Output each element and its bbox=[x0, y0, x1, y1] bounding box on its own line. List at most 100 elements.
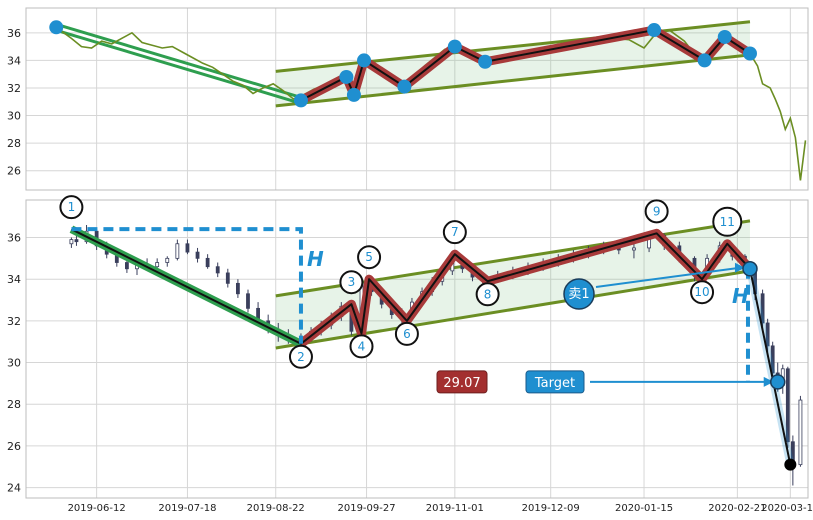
wave-label: 9 bbox=[653, 204, 661, 218]
x-tick-label: 2019-09-27 bbox=[337, 503, 395, 514]
wave-label-circle bbox=[442, 220, 467, 245]
wave-label-circle bbox=[690, 280, 715, 305]
top-y-tick-label: 30 bbox=[7, 110, 21, 123]
top-pivot-point bbox=[293, 93, 308, 108]
x-axis: 2019-06-12 2019-07-18 2019-08-22 2019-09-27… bbox=[68, 503, 813, 514]
candle-body bbox=[760, 293, 765, 324]
height-marker-right-label: H bbox=[732, 284, 749, 308]
wave-label: 8 bbox=[484, 287, 492, 301]
height-marker-left-label: H bbox=[307, 247, 324, 271]
wave-label: 1 bbox=[68, 200, 76, 214]
wave-label: 3 bbox=[348, 275, 356, 289]
top-y-tick-label: 36 bbox=[7, 27, 21, 40]
bottom-y-tick-label: 26 bbox=[7, 440, 21, 453]
candle-body bbox=[175, 243, 180, 259]
candle-body bbox=[235, 282, 240, 295]
wave-label-circle bbox=[394, 321, 419, 346]
wave-label-circle bbox=[644, 199, 669, 224]
bottom-channel-lower bbox=[275, 269, 751, 350]
bottom-y-tick-label: 36 bbox=[7, 232, 21, 245]
x-tick-label: 2019-11-01 bbox=[426, 503, 484, 514]
wave-label: 5 bbox=[365, 250, 373, 264]
bottom-y-tick-label: 28 bbox=[7, 398, 21, 411]
x-tick-label: 2019-07-18 bbox=[158, 503, 216, 514]
wave-label-circle bbox=[712, 206, 743, 237]
candle-body bbox=[69, 239, 74, 245]
wave-label-circle bbox=[59, 195, 84, 220]
sell-arrow bbox=[595, 266, 741, 288]
target-label: Target bbox=[534, 376, 575, 391]
target-point bbox=[769, 374, 786, 390]
top-pivot-point bbox=[447, 39, 462, 54]
top-pivot-point bbox=[717, 29, 732, 44]
wave-label: 2 bbox=[297, 350, 305, 364]
wave-label-circle bbox=[475, 282, 500, 307]
candle-body bbox=[215, 266, 220, 274]
top-y-tick-label: 32 bbox=[7, 82, 21, 95]
wave-label: 6 bbox=[403, 327, 411, 341]
target-arrow-head bbox=[763, 376, 774, 387]
candle-body bbox=[770, 345, 775, 374]
bottom-frame bbox=[25, 199, 809, 499]
target-value-box bbox=[436, 370, 488, 394]
wave-label-circle bbox=[357, 245, 382, 270]
top-y-tick-label: 28 bbox=[7, 137, 21, 150]
candle-body bbox=[195, 251, 200, 259]
candle-body bbox=[785, 368, 790, 443]
sell-label: 卖1 bbox=[568, 287, 589, 302]
bottom-y-tick-label: 24 bbox=[7, 482, 21, 495]
top-frame bbox=[25, 7, 809, 191]
top-channel-upper bbox=[275, 20, 751, 73]
bottom-y-tick-label: 34 bbox=[7, 273, 21, 286]
candle-body bbox=[632, 247, 636, 251]
top-pivot-point bbox=[647, 23, 662, 38]
candle-body bbox=[205, 257, 210, 268]
top-pivot-point bbox=[742, 46, 757, 61]
bottom-panel: 24262830323436HHTarget29.07卖112345678910… bbox=[7, 195, 809, 499]
top-pivot-point bbox=[49, 20, 64, 35]
candle-body bbox=[185, 243, 190, 253]
wave-label: 4 bbox=[358, 339, 366, 353]
bottom-channel-fill bbox=[275, 220, 750, 348]
candle-body bbox=[798, 399, 803, 466]
top-pivot-point bbox=[478, 54, 493, 69]
target-value-label: 29.07 bbox=[443, 376, 480, 391]
candle-body bbox=[225, 272, 230, 284]
candle-body bbox=[125, 262, 129, 270]
bottom-y-tick-label: 32 bbox=[7, 315, 21, 328]
sell-arrow-head bbox=[734, 262, 745, 273]
top-y-tick-label: 34 bbox=[7, 54, 21, 67]
wave-label-circle bbox=[288, 344, 313, 369]
candle-body bbox=[246, 293, 250, 309]
top-pivot-point bbox=[397, 79, 412, 94]
wave-label-circle bbox=[339, 270, 364, 295]
top-pivot-point bbox=[346, 87, 361, 102]
top-trendline bbox=[55, 28, 302, 105]
top-pivot-point bbox=[697, 53, 712, 68]
breakdown-end-point bbox=[784, 458, 797, 471]
sell-point bbox=[742, 261, 758, 277]
target-label-box bbox=[525, 370, 585, 394]
candle-body bbox=[765, 322, 770, 347]
top-y-tick-label: 26 bbox=[7, 165, 21, 178]
x-tick-label: 2020-03-13 bbox=[761, 503, 813, 514]
top-pivot-point bbox=[357, 53, 372, 68]
height-marker-left bbox=[71, 227, 303, 344]
candle-body bbox=[74, 239, 79, 243]
top-trendline bbox=[55, 22, 302, 99]
x-tick-label: 2019-06-12 bbox=[68, 503, 126, 514]
candle-body bbox=[165, 257, 170, 263]
downtrend-line bbox=[70, 228, 302, 345]
top-panel: 26 28 30 32 34 36 bbox=[7, 7, 809, 191]
wave-label: 11 bbox=[720, 215, 735, 229]
wave-label: 10 bbox=[694, 285, 709, 299]
candle-body bbox=[155, 262, 160, 268]
wave-label: 7 bbox=[451, 225, 459, 239]
x-tick-label: 2020-02-21 bbox=[708, 503, 766, 514]
x-tick-label: 2020-01-15 bbox=[615, 503, 673, 514]
sell-label-bubble bbox=[563, 278, 595, 310]
wave-label-circle bbox=[349, 334, 374, 359]
x-tick-label: 2019-12-09 bbox=[522, 503, 580, 514]
x-tick-label: 2019-08-22 bbox=[247, 503, 305, 514]
